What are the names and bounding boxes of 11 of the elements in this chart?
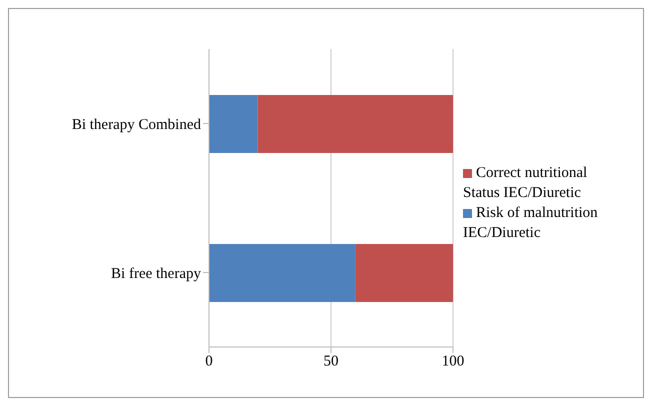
y-tick-label: Bi therapy Combined (72, 116, 202, 133)
y-tick-label: Bi free therapy (111, 266, 202, 282)
legend-label: Correct nutritional Status IEC/Diuretic (463, 165, 588, 201)
bar (209, 95, 258, 153)
bar (209, 244, 356, 302)
x-tick-label: 0 (205, 354, 213, 370)
bar (355, 244, 453, 302)
bar (258, 95, 453, 153)
x-tick-label: 50 (324, 354, 338, 370)
legend-label: Risk of malnutrition IEC/Diuretic (463, 205, 598, 241)
x-tick-label: 100 (442, 354, 464, 370)
